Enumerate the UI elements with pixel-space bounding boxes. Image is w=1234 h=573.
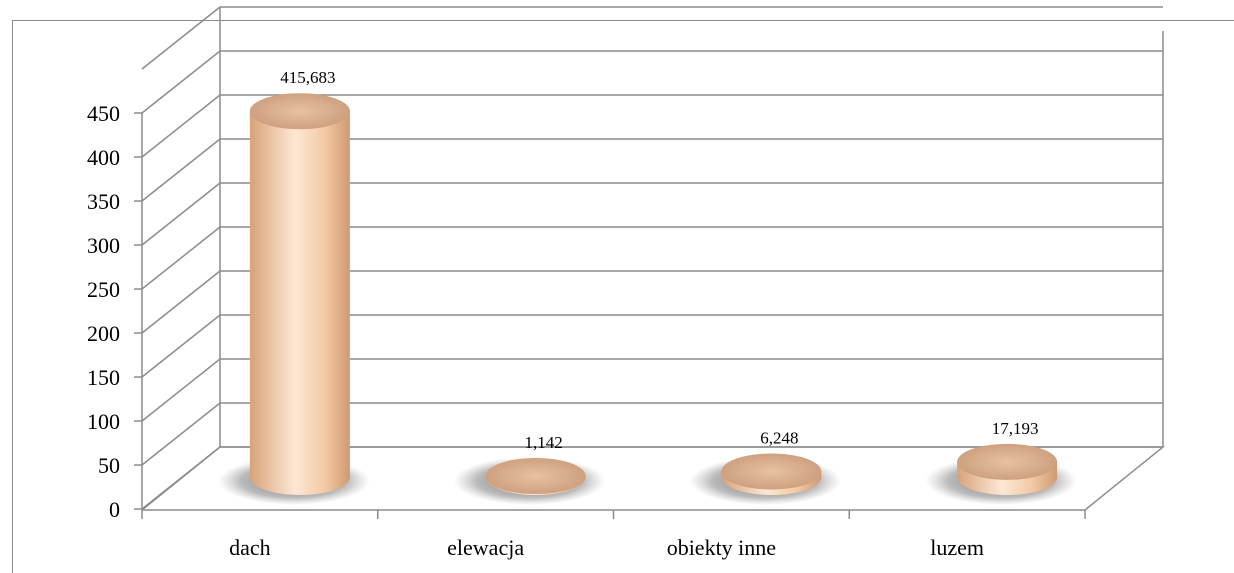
y-tick-label: 350 <box>87 189 120 214</box>
y-tick-label: 450 <box>87 101 120 126</box>
bar-obiekty-inne <box>689 453 842 505</box>
data-label: 415,683 <box>280 68 335 87</box>
side-gridline <box>141 138 221 202</box>
y-tick-label: 300 <box>87 233 120 258</box>
side-gridline <box>141 358 221 422</box>
x-category-label: elewacja <box>447 535 524 560</box>
x-axis-category-labels: dach elewacja obiekty inne luzem <box>229 535 984 560</box>
x-category-label: luzem <box>930 535 984 560</box>
gridlines <box>141 6 1163 510</box>
y-tick-label: 150 <box>87 365 120 390</box>
y-tick-label: 400 <box>87 145 120 170</box>
axes <box>134 112 1086 519</box>
data-label: 1,142 <box>525 433 563 452</box>
data-labels: 415,683 1,142 6,248 17,193 <box>280 68 1038 452</box>
bar-elewacja <box>453 457 606 505</box>
bar-luzem <box>925 443 1078 505</box>
side-gridline <box>141 314 221 378</box>
y-axis-tick-labels: 0 50 100 150 200 250 300 350 400 450 <box>87 101 120 522</box>
bar-top <box>485 457 586 494</box>
bar-dach <box>217 93 370 505</box>
x-category-label: dach <box>229 535 271 560</box>
y-tick-label: 50 <box>98 453 120 478</box>
x-category-label: obiekty inne <box>667 535 776 560</box>
data-label: 6,248 <box>760 429 798 448</box>
side-gridline <box>141 226 221 290</box>
y-tick-label: 100 <box>87 409 120 434</box>
y-tick-label: 200 <box>87 321 120 346</box>
side-gridline <box>141 446 221 510</box>
bar-top <box>249 93 350 130</box>
side-gridline <box>141 50 221 114</box>
side-gridline <box>141 402 221 466</box>
chart-frame <box>12 20 1234 573</box>
bar-top <box>957 443 1058 480</box>
side-gridline <box>141 6 221 70</box>
y-tick-label: 250 <box>87 277 120 302</box>
side-gridline <box>141 270 221 334</box>
y-tick-label: 0 <box>109 497 120 522</box>
bar-top <box>721 453 822 490</box>
side-gridline <box>141 94 221 158</box>
bar-body <box>249 111 350 495</box>
bars <box>217 93 1078 505</box>
side-gridline <box>141 182 221 246</box>
data-label: 17,193 <box>992 419 1039 438</box>
